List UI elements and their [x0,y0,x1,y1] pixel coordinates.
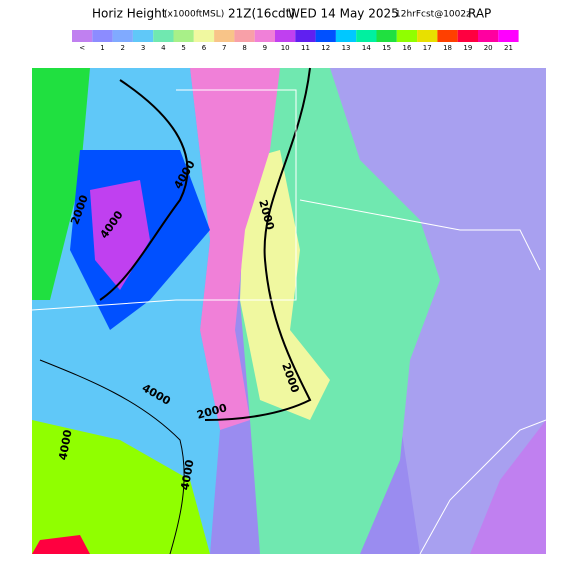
contour-label: 4000 [178,458,196,491]
legend: <1 2 3 4 5 6 7 8 9 10 11 12 13 14 15 16 17 18 19 20 21 [72,30,519,52]
legend-swatch [153,30,174,42]
legend-label: 10 [281,44,290,52]
region-purple [90,180,150,290]
legend-swatch [193,30,215,42]
legend-label: 17 [423,44,432,52]
legend-swatch [214,30,235,42]
legend-swatch [315,30,336,42]
legend-swatch [437,30,458,42]
state-border [176,89,297,301]
legend-swatch [92,30,113,42]
legend-swatch [295,30,316,42]
title-part: (x1000ftMSL) [164,10,224,20]
region-pink [190,68,280,430]
contour-label: 4000 [56,428,74,461]
legend-swatch [376,30,397,42]
region-gulf [470,420,546,554]
legend-swatch [335,30,357,42]
title: Horiz Height(x1000ftMSL) 21Z(16cdt)WED 14… [92,7,491,21]
legend-label: 1 [100,44,104,52]
legend-label: < [79,44,85,52]
legend-swatch [478,30,499,42]
legend-label: 3 [141,44,145,52]
legend-label: 14 [362,44,371,52]
region-red [32,535,90,554]
legend-label: 13 [342,44,351,52]
legend-swatch [417,30,438,42]
legend-swatch [234,30,255,42]
contour-2000 [204,67,312,421]
region-green [32,68,90,300]
coastline [419,419,547,555]
legend-label: 6 [202,44,207,52]
title-part: Horiz Height [92,7,167,21]
legend-label: 12 [321,44,330,52]
map: 4000 2000 4000 2000 2000 2000 4000 4000 … [31,67,547,555]
legend-swatch [396,30,418,42]
legend-label: 2 [121,44,125,52]
legend-label: 7 [222,44,226,52]
title-part: RAP [468,7,491,21]
state-border [31,199,541,311]
title-part: 21Z(16cdt) [228,7,295,21]
legend-label: 18 [443,44,452,52]
region-mid [240,68,440,554]
legend-label: 19 [463,44,472,52]
legend-swatch [498,30,519,42]
legend-swatch [132,30,154,42]
legend-label: 8 [242,44,246,52]
legend-swatch [173,30,194,42]
region-lime [32,420,210,554]
title-part: 12hrFcst@1002z [395,10,471,20]
legend-swatch [254,30,275,42]
legend-swatch [356,30,377,42]
legend-swatch [112,30,133,42]
legend-label: 11 [301,44,310,52]
legend-label: 20 [484,44,493,52]
legend-label: 5 [181,44,185,52]
legend-swatch [72,30,93,42]
legend-label: 21 [504,44,513,52]
legend-label: 16 [402,44,411,52]
legend-label: 4 [161,44,166,52]
legend-label: 15 [382,44,391,52]
contour-4000 [99,79,189,301]
region-yellow [240,150,330,420]
title-part: WED 14 May 2025 [288,7,399,21]
contour-line [39,359,185,555]
legend-label: 9 [263,44,267,52]
legend-swatch [275,30,296,42]
legend-swatch [457,30,478,42]
